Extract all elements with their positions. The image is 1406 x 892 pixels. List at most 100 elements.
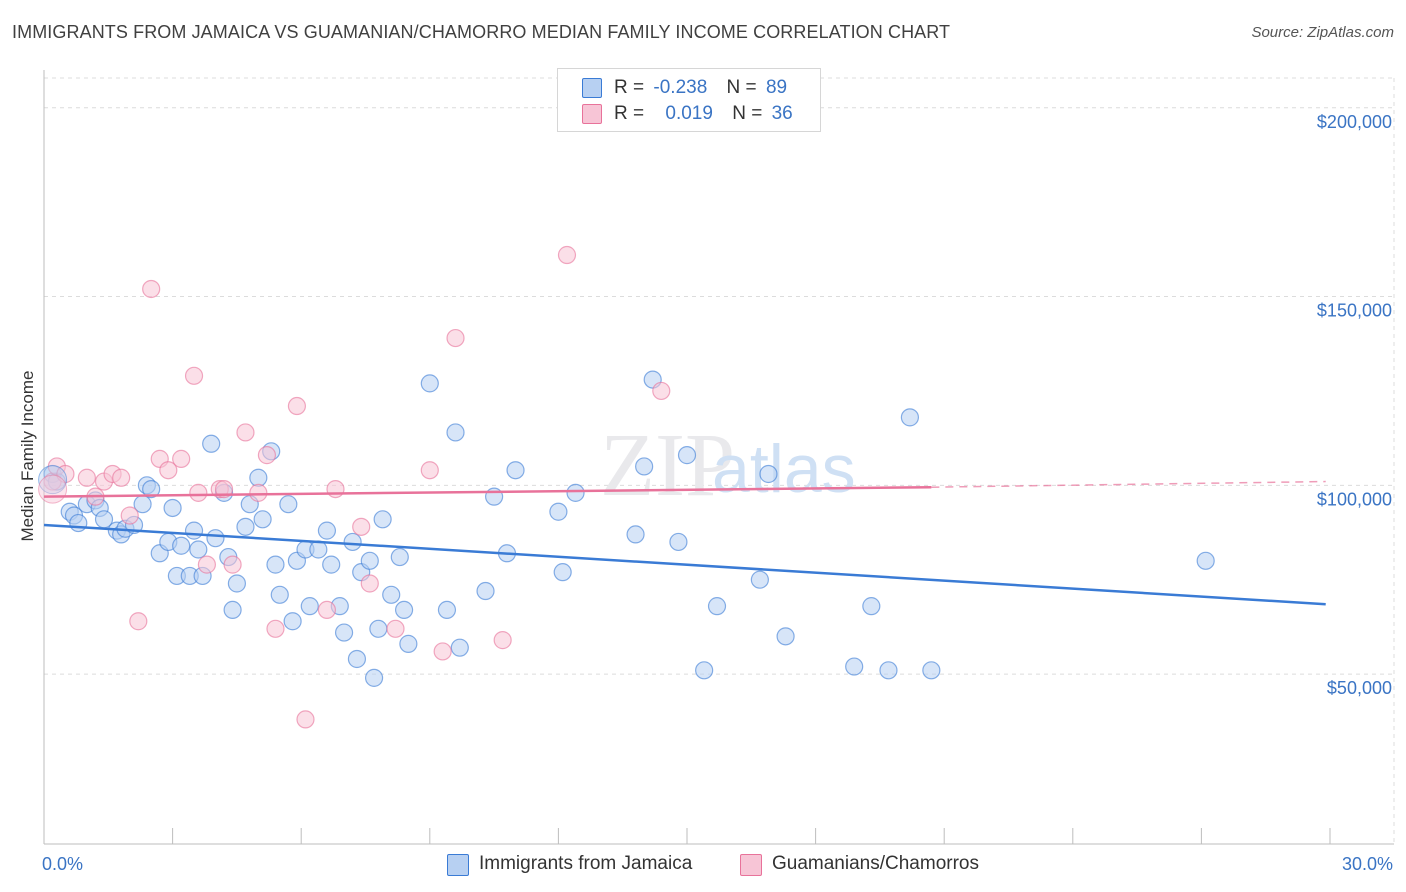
point-jamaica: [390, 547, 409, 567]
point-jamaica: [759, 464, 778, 484]
bottom-legend-swatch-blue: [447, 854, 469, 876]
point-jamaica: [38, 465, 68, 495]
point-jamaica: [707, 597, 727, 616]
trend-line-jamaica: [43, 523, 1326, 606]
legend-n-label: N =: [732, 103, 763, 124]
x-tick-label: 30.0%: [1342, 854, 1393, 874]
legend-n-value: 89: [765, 77, 788, 98]
point-jamaica: [69, 513, 88, 533]
point-jamaica: [223, 600, 242, 620]
point-guamanian: [142, 279, 161, 299]
point-guamanian: [652, 381, 671, 401]
point-jamaica: [189, 540, 208, 559]
source-label: Source: ZipAtlas.com: [1251, 24, 1394, 41]
point-jamaica: [922, 661, 941, 680]
point-jamaica: [450, 638, 469, 657]
point-jamaica: [399, 634, 418, 653]
point-jamaica: [373, 510, 392, 529]
point-jamaica: [626, 525, 645, 544]
point-jamaica: [172, 536, 191, 555]
point-jamaica: [253, 510, 272, 529]
point-jamaica: [236, 517, 255, 536]
point-jamaica: [334, 623, 354, 642]
trend-lines: [43, 480, 1326, 606]
point-guamanian: [184, 366, 204, 385]
point-jamaica: [163, 498, 182, 518]
point-jamaica: [382, 585, 401, 604]
point-guamanian: [38, 474, 68, 504]
y-tick-label: $50,000: [1327, 678, 1392, 698]
point-guamanian: [197, 555, 216, 574]
point-jamaica: [900, 408, 920, 427]
x-tick-labels: 0.0% 30.0%: [42, 854, 1393, 874]
x-tick-label: 0.0%: [42, 854, 83, 874]
point-jamaica: [317, 521, 337, 540]
point-jamaica: [347, 649, 367, 669]
point-jamaica: [506, 461, 525, 480]
correlation-legend: R = -0.238 N = 89 R = 0.019 N = 36: [557, 68, 821, 132]
point-jamaica: [142, 479, 161, 499]
point-guamanian: [386, 619, 405, 638]
point-jamaica: [184, 521, 204, 540]
point-guamanian: [360, 574, 379, 593]
watermark-zip: ZIP: [600, 416, 735, 515]
point-jamaica: [420, 374, 439, 393]
point-jamaica: [566, 483, 585, 502]
bottom-legend-label: Guamanians/Chamorros: [772, 853, 979, 874]
point-jamaica: [270, 585, 289, 604]
y-tick-label: $200,000: [1317, 112, 1392, 132]
point-guamanian: [214, 479, 234, 499]
point-jamaica: [776, 627, 795, 646]
point-jamaica: [394, 600, 414, 620]
point-jamaica: [249, 468, 268, 487]
point-jamaica: [476, 581, 495, 601]
point-jamaica: [364, 668, 384, 687]
legend-swatch-pink: [582, 104, 602, 124]
data-points: [38, 245, 1215, 729]
point-guamanian: [317, 600, 337, 620]
y-axis-title: Median Family Income: [18, 370, 37, 542]
point-jamaica: [266, 555, 285, 574]
point-jamaica: [360, 551, 379, 570]
legend-r-label: R =: [614, 103, 645, 124]
point-jamaica: [202, 434, 221, 453]
point-guamanian: [129, 612, 148, 631]
point-jamaica: [549, 502, 568, 521]
point-guamanian: [420, 461, 439, 480]
point-jamaica: [446, 423, 465, 442]
point-jamaica: [300, 597, 319, 616]
point-guamanian: [236, 423, 255, 442]
point-guamanian: [433, 642, 452, 661]
y-tick-labels: $50,000 $100,000 $150,000 $200,000: [1317, 112, 1392, 698]
point-guamanian: [287, 396, 307, 416]
bottom-legend-swatch-pink: [740, 854, 762, 876]
point-guamanian: [326, 479, 345, 499]
point-jamaica: [1196, 551, 1215, 570]
trend-line-guamanian-extension: [931, 480, 1326, 488]
point-guamanian: [120, 506, 139, 525]
legend-n-label: N =: [726, 77, 757, 98]
legend-swatch-blue: [582, 78, 602, 98]
point-guamanian: [77, 468, 96, 487]
point-jamaica: [227, 574, 246, 593]
y-tick-label: $100,000: [1317, 489, 1392, 509]
point-jamaica: [879, 661, 898, 680]
point-guamanian: [446, 328, 465, 348]
point-jamaica: [669, 532, 688, 552]
point-guamanian: [557, 245, 577, 265]
legend-r-value: 0.019: [665, 103, 713, 124]
point-guamanian: [172, 449, 191, 468]
point-jamaica: [677, 446, 697, 465]
point-guamanian: [189, 483, 208, 502]
point-jamaica: [635, 457, 654, 476]
point-jamaica: [750, 570, 769, 589]
bottom-legend-label: Immigrants from Jamaica: [479, 853, 693, 874]
point-guamanian: [266, 619, 285, 638]
chart-title: IMMIGRANTS FROM JAMAICA VS GUAMANIAN/CHA…: [12, 22, 951, 42]
legend-r-value: -0.238: [653, 77, 708, 98]
point-jamaica: [695, 661, 714, 680]
point-jamaica: [845, 657, 864, 676]
point-jamaica: [553, 563, 572, 582]
axes: [43, 70, 1394, 845]
